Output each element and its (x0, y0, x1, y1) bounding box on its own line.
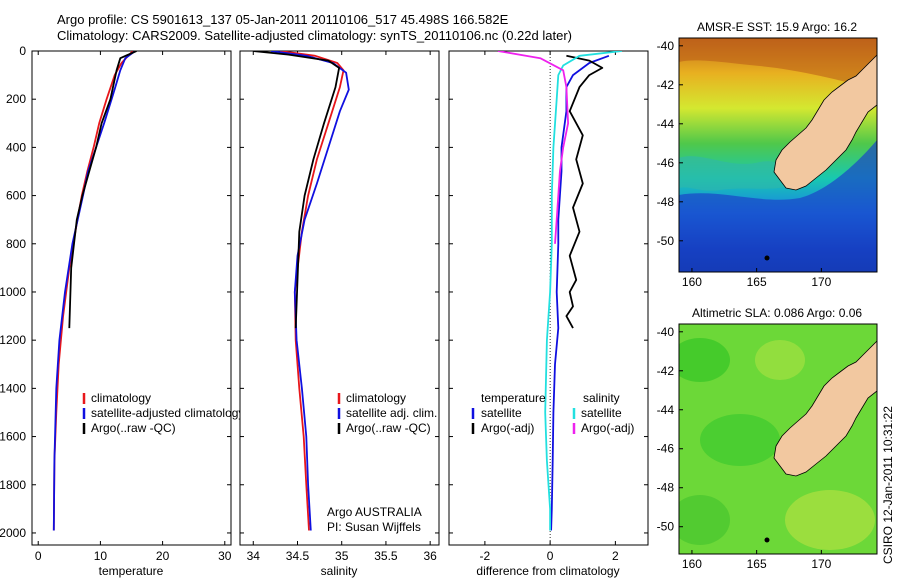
xtick-label: 35 (335, 549, 349, 563)
map-ytick-label: -48 (657, 481, 675, 495)
argo-float-marker-1 (764, 255, 770, 261)
salinity-xlabel: salinity (321, 564, 358, 578)
xtick-label: 36 (423, 549, 437, 563)
sst-warm-region (679, 38, 877, 90)
legend-title-temperature: temperature (481, 391, 546, 405)
new-zealand-coast-2 (773, 340, 877, 477)
legend-label: satellite (481, 406, 522, 420)
difference-xlabel: difference from climatology (476, 564, 619, 578)
xtick-label: 2 (612, 549, 619, 563)
legend-label: Argo(..raw -QC) (91, 421, 176, 435)
ytick-label: 600 (6, 189, 26, 203)
legend-label: satellite (581, 406, 622, 420)
series-line-salinity-satellite (544, 51, 623, 531)
map-ytick-label: -46 (657, 156, 675, 170)
difference-panel: -2 0 2 difference from climatology tempera… (448, 50, 649, 578)
map-xtick-label: 160 (682, 557, 702, 571)
map-ytick-label: -42 (657, 78, 675, 92)
salinity-axes-box (239, 50, 440, 546)
sst-cold-region (679, 140, 877, 272)
series-line-salinity-argo-adj- (497, 51, 569, 244)
sst-transition-region (679, 156, 800, 191)
ytick-label: 1800 (0, 478, 26, 492)
legend-label: satellite-adjusted climatology (91, 406, 244, 420)
map-ytick-label: -44 (657, 403, 675, 417)
map-xtick-label: 170 (811, 557, 831, 571)
series-line-climatology (279, 51, 345, 531)
map-ytick-label: -44 (657, 117, 675, 131)
legend-label: satellite adj. clim. (346, 406, 437, 420)
figure-title-line2: Climatology: CARS2009. Satellite-adjuste… (57, 28, 572, 43)
xtick-label: 20 (156, 549, 170, 563)
sla-high-region-2 (785, 490, 875, 550)
xtick-label: 35.5 (374, 549, 398, 563)
sst-map-title: AMSR-E SST: 15.9 Argo: 16.2 (697, 20, 857, 34)
legend-label: climatology (91, 391, 151, 405)
legend-label: climatology (346, 391, 406, 405)
sla-map-frame (678, 323, 878, 555)
argo-float-marker-2 (764, 537, 770, 543)
ytick-label: 800 (6, 237, 26, 251)
map-ytick-label: -40 (657, 325, 675, 339)
sst-map: AMSR-E SST: 15.9 Argo: 16.2 160 165 170 -40… (657, 20, 878, 289)
ytick-label: 1400 (0, 381, 26, 395)
series-line-temperature-satellite (550, 54, 610, 531)
ytick-label: 200 (6, 92, 26, 106)
xtick-label: 0 (35, 549, 42, 563)
temperature-xlabel: temperature (99, 564, 164, 578)
temperature-panel: 0 200 400 600 800 1000 1200 1400 1600 1800 2000 0 10… (0, 44, 244, 578)
sla-high-region-1 (755, 340, 805, 380)
sst-map-frame (678, 37, 878, 273)
map-ytick-label: -42 (657, 364, 675, 378)
map-xtick-label: 165 (747, 557, 767, 571)
sla-low-region-2 (700, 414, 780, 466)
new-zealand-coast-1 (773, 54, 877, 191)
xtick-label: 10 (94, 549, 108, 563)
series-line-argo-raw-qc- (68, 51, 137, 329)
ytick-label: 1200 (0, 333, 26, 347)
map-xtick-label: 160 (682, 275, 702, 289)
series-line-temperature-argo-adj- (565, 54, 604, 329)
figure-title-line1: Argo profile: CS 5901613_137 05-Jan-2011… (57, 12, 509, 27)
credit-argo: Argo AUSTRALIA (327, 505, 422, 519)
legend-label: Argo(..raw -QC) (346, 421, 431, 435)
map-ytick-label: -48 (657, 195, 675, 209)
ytick-label: 2000 (0, 526, 26, 540)
map-ytick-label: -46 (657, 442, 675, 456)
sla-map: Altimetric SLA: 0.086 Argo: 0.06 160 165 1… (657, 306, 878, 571)
salinity-panel: 34 34.5 35 35.5 36 salinity climatologysatel… (239, 50, 440, 578)
xtick-label: 34.5 (286, 549, 310, 563)
series-line-satellite-adjusted-climatology (52, 51, 136, 531)
legend-title-salinity: salinity (583, 391, 620, 405)
map-ytick-label: -50 (657, 520, 675, 534)
sla-map-title: Altimetric SLA: 0.086 Argo: 0.06 (692, 306, 862, 320)
sla-low-region-1 (679, 338, 730, 382)
timestamp-stamp: CSIRO 12-Jan-2011 10:31:22 (881, 406, 895, 564)
difference-axes-box (448, 50, 649, 546)
difference-legend: temperature salinitysatelliteArgo(-adj)sa… (471, 391, 634, 435)
ytick-label: 1600 (0, 430, 26, 444)
xtick-label: -2 (480, 549, 491, 563)
ytick-label: 1000 (0, 285, 26, 299)
map-ytick-label: -50 (657, 234, 675, 248)
map-xtick-label: 170 (811, 275, 831, 289)
map-xtick-label: 165 (747, 275, 767, 289)
xtick-label: 0 (547, 549, 554, 563)
map-ytick-label: -40 (657, 39, 675, 53)
temperature-axes-box (31, 50, 232, 546)
legend-label: Argo(-adj) (481, 421, 534, 435)
ytick-label: 0 (19, 44, 26, 58)
sla-low-region-3 (679, 495, 730, 545)
series-line-argo-raw-qc- (253, 51, 341, 329)
credit-pi: PI: Susan Wijffels (327, 520, 421, 534)
xtick-label: 30 (218, 549, 232, 563)
xtick-label: 34 (247, 549, 261, 563)
ytick-label: 400 (6, 140, 26, 154)
legend-label: Argo(-adj) (581, 421, 634, 435)
